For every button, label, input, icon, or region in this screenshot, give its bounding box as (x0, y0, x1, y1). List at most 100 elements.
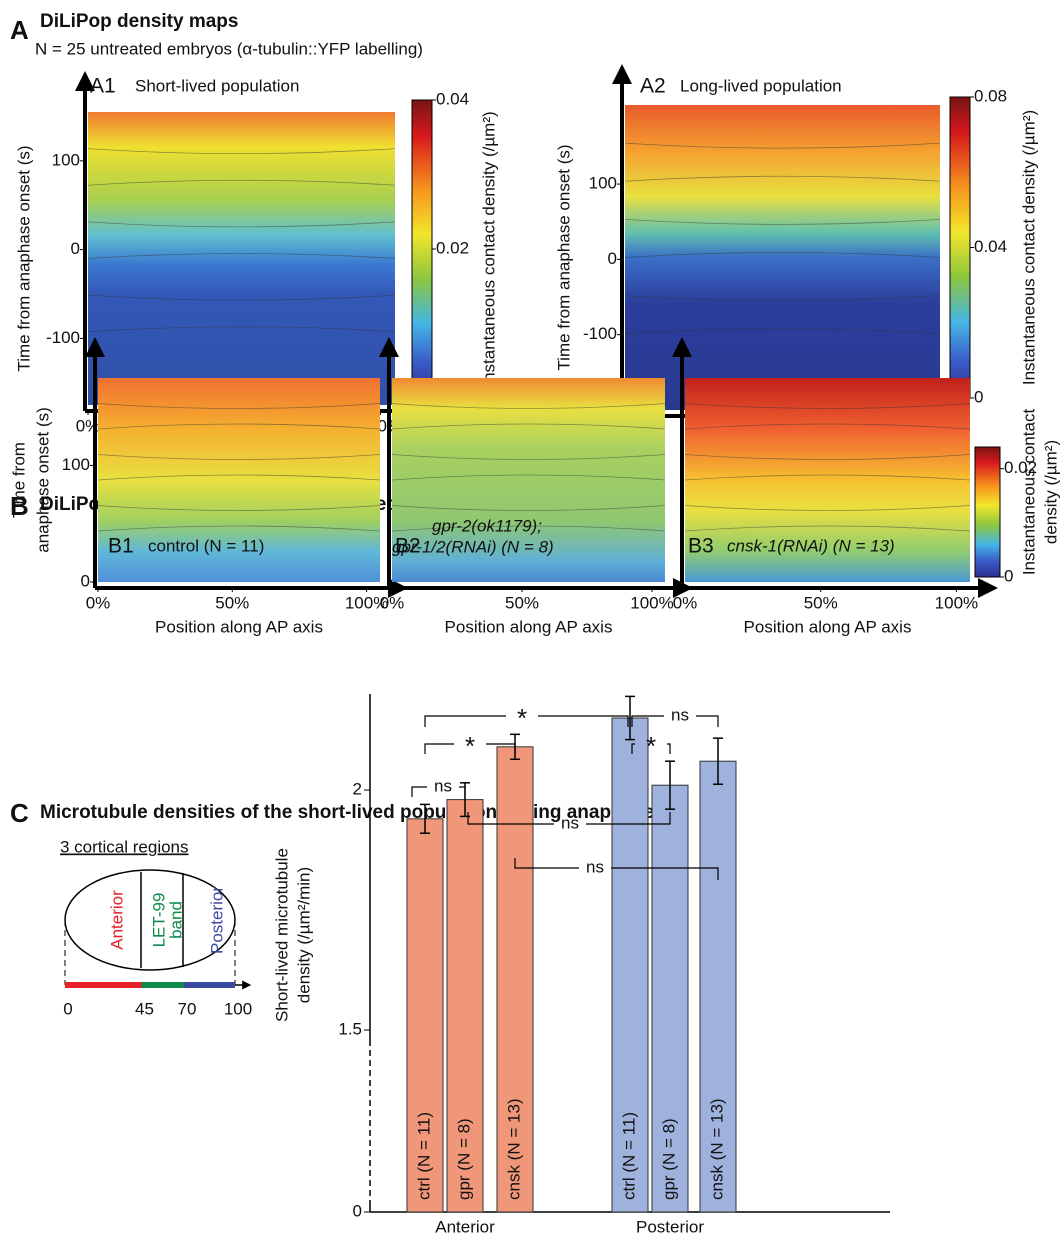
x-tick-label: 0% (86, 593, 111, 612)
contour-line (684, 403, 971, 409)
bar-label: cnsk (N = 13) (707, 1098, 726, 1200)
y-axis-label: anaphase onset (s) (33, 407, 52, 553)
contour-line (97, 403, 381, 409)
bar-label: gpr (N = 8) (659, 1118, 678, 1200)
heatmap-image (685, 378, 970, 582)
bar (699, 760, 737, 1213)
heatmap-image (98, 378, 380, 582)
y-tick-label: -100 (583, 324, 617, 343)
scale-label: 45 (135, 999, 154, 1018)
bar-label: ctrl (N = 11) (414, 1112, 433, 1200)
x-axis-label: Position along AP axis (155, 617, 323, 636)
significance-label: * (646, 731, 656, 761)
colorbar (949, 96, 971, 399)
colorbar-tick-label: 0 (974, 387, 983, 406)
colorbar-tick-label: 0.04 (436, 89, 469, 108)
x-tick-label: 0% (380, 593, 405, 612)
panel-subtitle: N = 25 untreated embryos (α-tubulin::YFP… (35, 39, 423, 58)
significance-bracket (467, 812, 671, 825)
scale-label: 100 (224, 999, 252, 1018)
contour-line (87, 179, 396, 186)
map-label: B1 (108, 535, 134, 558)
contour-line (87, 221, 396, 228)
contour-line (624, 295, 941, 302)
significance-bracket (424, 715, 629, 727)
colorbar-label: Instantaneous contact (1019, 409, 1038, 576)
colorbar-tick-label: 0.02 (1004, 458, 1037, 477)
contour-line (684, 474, 971, 481)
bar-label: gpr (N = 8) (454, 1118, 473, 1200)
y-tick-label: 1.5 (338, 1019, 362, 1038)
map-title: gpr-2(ok1179); (432, 516, 542, 535)
x-tick-label: 50% (505, 593, 539, 612)
x-tick-label: 100% (630, 593, 673, 612)
bar (406, 818, 444, 1213)
map-title: control (N = 11) (148, 536, 264, 555)
map-title: Long-lived population (680, 76, 842, 95)
region-label: band (166, 901, 185, 939)
contour-line (391, 525, 666, 532)
contour-line (97, 423, 381, 430)
contour-line (391, 474, 666, 481)
contour-line (684, 454, 971, 460)
colorbar-tick-label: 0.08 (974, 86, 1007, 105)
y-tick-label: 2 (353, 779, 362, 798)
significance-label: ns (434, 776, 452, 795)
y-axis-label: Time from anaphase onset (s) (554, 144, 573, 370)
colorbar (411, 99, 433, 399)
contour-line (87, 294, 396, 301)
map-label: A1 (90, 75, 116, 98)
contour-line (624, 175, 941, 182)
significance-label: * (465, 731, 475, 761)
heatmap-image (392, 378, 665, 582)
contour-line (684, 505, 971, 511)
contour-line (624, 218, 941, 225)
contour-line (391, 505, 666, 511)
panel-letter: C (10, 798, 29, 828)
diagram-title: 3 cortical regions (60, 837, 189, 856)
y-axis-label: density (/µm²/min) (294, 867, 313, 1003)
map-label: A2 (640, 75, 666, 98)
significance-label: ns (561, 813, 579, 832)
contour-line (97, 525, 381, 532)
region-label: Anterior (107, 890, 126, 950)
contour-line (97, 505, 381, 511)
contour-line (624, 252, 941, 258)
contour-line (87, 326, 396, 333)
y-axis-label: Time from (9, 442, 28, 518)
contour-line (391, 423, 666, 430)
colorbar-label: density (/µm²) (1041, 440, 1060, 544)
contour-line (391, 454, 666, 460)
colorbar-label: Instantaneous contact density (/µm²) (1019, 110, 1038, 385)
contour-line (87, 148, 396, 155)
contour-line (97, 454, 381, 460)
y-tick-label: 100 (589, 174, 617, 193)
group-label: Posterior (636, 1217, 704, 1236)
y-tick-label: 100 (52, 150, 80, 169)
contour-line (684, 423, 971, 430)
significance-label: * (517, 703, 527, 733)
significance-bracket (631, 743, 671, 754)
map-title: Short-lived population (135, 76, 299, 95)
group-label: Anterior (435, 1217, 495, 1236)
y-axis-label: Short-lived microtubule (272, 848, 291, 1022)
y-tick-label: 0 (608, 249, 617, 268)
contour-line (97, 474, 381, 481)
colorbar-tick-label: 0.04 (974, 237, 1007, 256)
colorbar-tick-label: 0 (1004, 566, 1013, 585)
bar (611, 717, 649, 1213)
y-tick-label: -100 (46, 328, 80, 347)
contour-line (87, 253, 396, 259)
region-label: Posterior (207, 886, 226, 954)
scale-label: 70 (178, 999, 197, 1018)
x-tick-label: 100% (345, 593, 388, 612)
bar-label: cnsk (N = 13) (504, 1098, 523, 1200)
colorbar-tick-label: 0.02 (436, 238, 469, 257)
significance-bracket (411, 786, 466, 797)
x-tick-label: 50% (804, 593, 838, 612)
significance-label: ns (586, 857, 604, 876)
panel-letter: B (10, 491, 29, 521)
contour-line (684, 525, 971, 532)
y-tick-label: 0 (353, 1201, 362, 1220)
